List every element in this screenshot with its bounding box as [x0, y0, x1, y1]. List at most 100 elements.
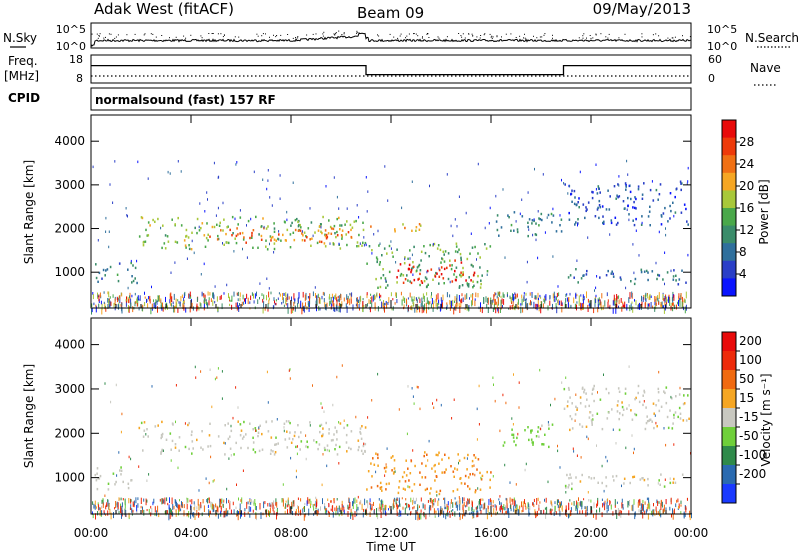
echo-cell	[644, 501, 646, 505]
echo-cell	[591, 388, 594, 391]
echo-cell	[683, 512, 685, 518]
echo-cell	[496, 214, 499, 217]
echo-cell	[116, 273, 119, 276]
echo-cell	[356, 297, 358, 302]
echo-cell	[649, 418, 652, 421]
echo-cell	[365, 243, 367, 247]
echo-cell	[374, 295, 376, 300]
echo-cell	[114, 160, 116, 163]
echo-cell	[466, 282, 469, 285]
echo-cell	[101, 307, 103, 315]
echo-cell	[96, 506, 97, 509]
time-axis-label: Time UT	[365, 540, 416, 554]
echo-cell	[250, 501, 252, 505]
echo-cell	[564, 183, 566, 186]
noise-search-point	[496, 35, 498, 37]
echo-cell	[602, 222, 605, 225]
echo-cell	[425, 302, 427, 307]
echo-cell	[460, 271, 462, 274]
echo-cell	[292, 307, 294, 311]
echo-cell	[336, 505, 338, 512]
echo-cell	[435, 294, 437, 301]
echo-cell	[399, 274, 402, 277]
echo-cell	[508, 508, 509, 514]
colorbar-segment	[722, 243, 736, 262]
echo-cell	[130, 261, 132, 265]
echo-cell	[160, 434, 163, 437]
noise-search-point	[377, 34, 378, 36]
echo-cell	[525, 298, 527, 301]
echo-cell	[513, 373, 514, 376]
echo-cell	[184, 422, 186, 425]
echo-cell	[454, 278, 457, 282]
echo-cell	[305, 235, 307, 238]
echo-cell	[200, 303, 202, 308]
echo-cell	[456, 504, 458, 511]
echo-cell	[149, 295, 151, 299]
echo-cell	[517, 302, 519, 308]
echo-cell	[387, 199, 389, 202]
echo-cell	[230, 509, 232, 514]
echo-cell	[578, 300, 580, 306]
echo-cell	[452, 299, 454, 307]
echo-cell	[297, 297, 299, 304]
echo-cell	[336, 438, 338, 441]
echo-cell	[568, 513, 570, 518]
echo-cell	[680, 504, 682, 507]
echo-cell	[127, 297, 129, 303]
power-panel-frame	[90, 114, 692, 309]
echo-cell	[382, 504, 384, 509]
echo-cell	[648, 210, 651, 213]
echo-cell	[452, 509, 454, 512]
echo-cell	[424, 276, 427, 279]
echo-cell	[619, 509, 621, 517]
echo-cell	[473, 509, 475, 512]
echo-cell	[650, 302, 652, 308]
echo-cell	[162, 306, 164, 312]
echo-cell	[472, 286, 474, 289]
echo-cell	[136, 303, 138, 307]
echo-cell	[642, 499, 644, 504]
noise-search-point	[523, 37, 524, 39]
echo-cell	[468, 487, 471, 491]
echo-cell	[392, 255, 394, 258]
echo-cell	[150, 505, 152, 509]
echo-cell	[308, 303, 309, 307]
echo-cell	[634, 196, 636, 199]
echo-cell	[646, 293, 648, 299]
echo-cell	[275, 443, 278, 446]
echo-cell	[284, 438, 287, 441]
ytick-label: 1000	[54, 265, 85, 279]
echo-cell	[438, 282, 440, 285]
echo-cell	[452, 502, 454, 508]
echo-cell	[129, 507, 131, 510]
echo-cell	[541, 424, 543, 427]
echo-cell	[665, 443, 667, 447]
echo-cell	[341, 364, 343, 367]
echo-cell	[460, 301, 462, 307]
echo-cell	[673, 269, 675, 272]
echo-cell	[421, 462, 423, 465]
noise-search-point	[641, 36, 643, 38]
echo-cell	[294, 431, 296, 434]
echo-cell	[380, 504, 382, 510]
echo-cell	[618, 195, 621, 198]
echo-cell	[625, 286, 627, 290]
echo-cell	[285, 292, 287, 298]
echo-cell	[147, 303, 149, 308]
echo-cell	[574, 196, 576, 199]
echo-cell	[416, 307, 418, 313]
echo-cell	[652, 510, 654, 515]
echo-cell	[190, 512, 192, 519]
echo-cell	[169, 497, 170, 503]
echo-cell	[390, 240, 392, 243]
echo-cell	[134, 292, 136, 296]
echo-cell	[618, 417, 620, 421]
echo-cell	[264, 501, 266, 505]
echo-cell	[634, 398, 636, 401]
echo-cell	[682, 402, 685, 406]
power-echo-layer	[91, 159, 689, 315]
echo-cell	[452, 234, 454, 238]
echo-cell	[298, 506, 299, 513]
echo-cell	[231, 295, 233, 302]
